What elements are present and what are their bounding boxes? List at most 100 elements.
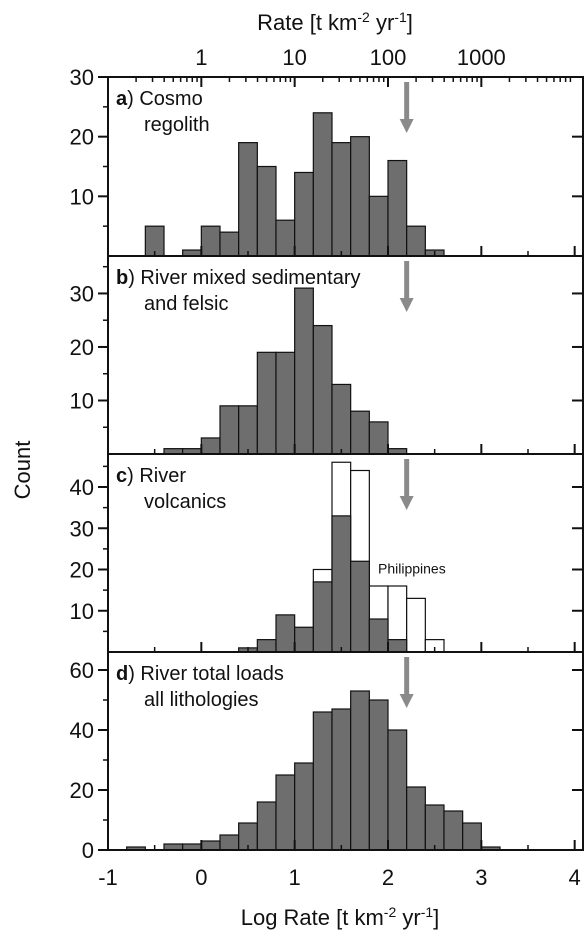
bar <box>331 708 352 851</box>
panel-c: 10 20 30 40 c) River volcanics Philippines <box>70 454 584 653</box>
panels: 10 20 30 a) Cosmo regolith 10 20 30 b) River mix… <box>70 65 584 863</box>
y-tick-label: 10 <box>70 599 94 624</box>
bar <box>312 324 333 455</box>
top-axis-title: Rate [t km-2 yr-1] <box>257 9 413 35</box>
y-tick-label: 60 <box>70 658 94 683</box>
panel-letter: c <box>116 465 127 487</box>
bar <box>275 351 296 455</box>
bar <box>275 219 296 257</box>
bar <box>256 801 277 851</box>
top-tick-label: 100 <box>370 45 407 70</box>
bar <box>200 225 221 257</box>
panel-title: a) Cosmo <box>116 88 203 110</box>
bar <box>294 762 314 851</box>
y-tick-label: 20 <box>70 778 94 803</box>
bar <box>256 639 277 653</box>
bar <box>294 287 314 455</box>
y-tick-label: 0 <box>82 838 94 863</box>
panel-title-line: ) River <box>127 465 186 487</box>
annotation-philippines: Philippines <box>378 561 446 577</box>
y-tick-label: 30 <box>70 281 94 306</box>
y-tick-label: 20 <box>70 335 94 360</box>
y-tick-label: 40 <box>70 475 94 500</box>
bar <box>238 142 258 257</box>
top-axis-ticks: 1 10 100 1000 <box>108 45 584 87</box>
panel-title-line-2: all lithologies <box>144 689 259 711</box>
panel-title: d) River total loads <box>116 663 284 685</box>
top-tick-label: 10 <box>282 45 306 70</box>
panel-d: 0 20 40 60 d) River total loads all lithologi… <box>70 652 584 863</box>
bar <box>256 351 277 455</box>
bar <box>200 840 221 851</box>
y-tick-label: 20 <box>70 125 94 150</box>
bar <box>350 560 370 653</box>
bottom-axis-ticks: -1 0 1 2 3 4 <box>98 865 581 890</box>
bar <box>368 699 389 851</box>
bottom-axis-title: Log Rate [t km-2 yr-1] <box>241 904 440 930</box>
bar <box>294 626 314 653</box>
bar <box>331 515 352 653</box>
bar <box>312 711 333 851</box>
bottom-tick-label: -1 <box>98 865 118 890</box>
panel-title-line-2: and felsic <box>144 293 229 315</box>
panel-title-line-2: volcanics <box>144 491 226 513</box>
panel-title-line: ) Cosmo <box>127 88 203 110</box>
bar <box>406 597 426 653</box>
y-tick-label: 30 <box>70 516 94 541</box>
bar <box>275 774 296 851</box>
bar <box>368 618 389 653</box>
arrow-head <box>399 496 414 510</box>
bar <box>350 690 370 851</box>
bar <box>368 195 389 257</box>
bar <box>387 639 408 653</box>
bar <box>256 165 277 257</box>
bar <box>200 437 221 455</box>
bar <box>350 410 370 455</box>
y-tick-label: 10 <box>70 184 94 209</box>
panel-title-line-2: regolith <box>144 114 210 136</box>
bar <box>443 810 464 851</box>
arrow-head <box>399 694 414 708</box>
bottom-tick-label: 1 <box>289 865 301 890</box>
y-tick-label: 10 <box>70 388 94 413</box>
arrow-head <box>399 119 414 133</box>
bar <box>368 421 389 455</box>
bar <box>312 112 333 257</box>
panel-letter: d <box>116 663 128 685</box>
bottom-tick-label: 2 <box>382 865 394 890</box>
bar <box>331 142 352 257</box>
panel-letter: a <box>116 88 128 110</box>
bar <box>387 729 408 851</box>
bar <box>219 834 240 851</box>
arrow-head <box>399 298 414 312</box>
bar <box>406 225 426 257</box>
bottom-tick-label: 0 <box>195 865 207 890</box>
bar <box>294 171 314 257</box>
y-tick-label: 30 <box>70 65 94 90</box>
y-axis-label: Count <box>10 441 35 500</box>
bar <box>462 822 482 851</box>
bar <box>219 231 240 257</box>
bar <box>350 136 370 257</box>
panel-title: b) River mixed sedimentary <box>116 267 361 289</box>
top-tick-label: 1 <box>195 45 207 70</box>
panel-title-line: ) River total loads <box>128 663 284 685</box>
bottom-tick-label: 3 <box>475 865 487 890</box>
panel-title-line: ) River mixed sedimentary <box>128 267 360 289</box>
bar <box>238 405 258 455</box>
y-tick-label: 20 <box>70 558 94 583</box>
panel-b: 10 20 30 b) River mixed sedimentary and fels… <box>70 256 584 455</box>
panel-letter: b <box>116 267 128 289</box>
bottom-tick-label: 4 <box>569 865 581 890</box>
panel-title: c) River <box>116 465 186 487</box>
top-tick-label: 1000 <box>457 45 506 70</box>
bar <box>424 804 445 851</box>
bar <box>331 383 352 455</box>
panel-a: 10 20 30 a) Cosmo regolith <box>70 65 584 257</box>
bar <box>275 614 296 653</box>
bar <box>387 159 408 257</box>
y-tick-label: 40 <box>70 718 94 743</box>
bar <box>219 405 240 455</box>
bar <box>312 581 333 653</box>
